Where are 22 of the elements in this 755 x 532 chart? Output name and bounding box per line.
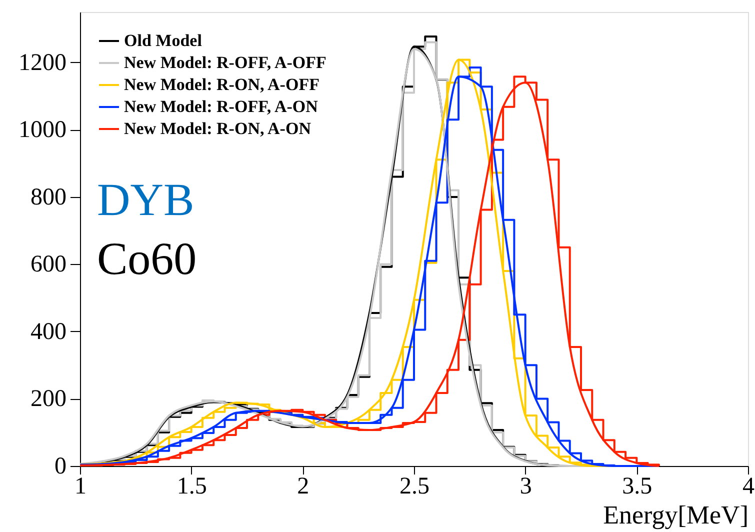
x-tick-label: 1 bbox=[74, 474, 86, 500]
y-tick-label: 800 bbox=[30, 184, 66, 210]
legend-label: New Model: R-OFF, A-OFF bbox=[124, 53, 326, 72]
annotation: Co60 bbox=[97, 233, 197, 284]
y-tick-label: 0 bbox=[54, 454, 66, 480]
y-tick-label: 600 bbox=[30, 252, 66, 278]
y-tick-label: 1000 bbox=[18, 117, 66, 144]
x-tick-label: 2 bbox=[297, 474, 310, 500]
legend-label: New Model: R-ON, A-ON bbox=[124, 119, 312, 138]
legend-label: New Model: R-OFF, A-ON bbox=[124, 97, 319, 116]
x-tick-label: 3 bbox=[520, 474, 532, 500]
legend-label: New Model: R-ON, A-OFF bbox=[124, 75, 320, 94]
x-tick-label: 3.5 bbox=[622, 474, 652, 500]
x-tick-label: 4 bbox=[742, 474, 754, 500]
y-tick-label: 200 bbox=[30, 386, 66, 412]
x-tick-label: 1.5 bbox=[176, 474, 207, 500]
y-tick-label: 1200 bbox=[18, 50, 66, 76]
annotation: DYB bbox=[97, 174, 194, 225]
x-tick-label: 2.5 bbox=[400, 474, 430, 500]
legend-label: Old Model bbox=[124, 31, 202, 50]
x-axis-title: Energy[MeV] bbox=[603, 500, 748, 530]
y-tick-label: 400 bbox=[30, 318, 66, 345]
